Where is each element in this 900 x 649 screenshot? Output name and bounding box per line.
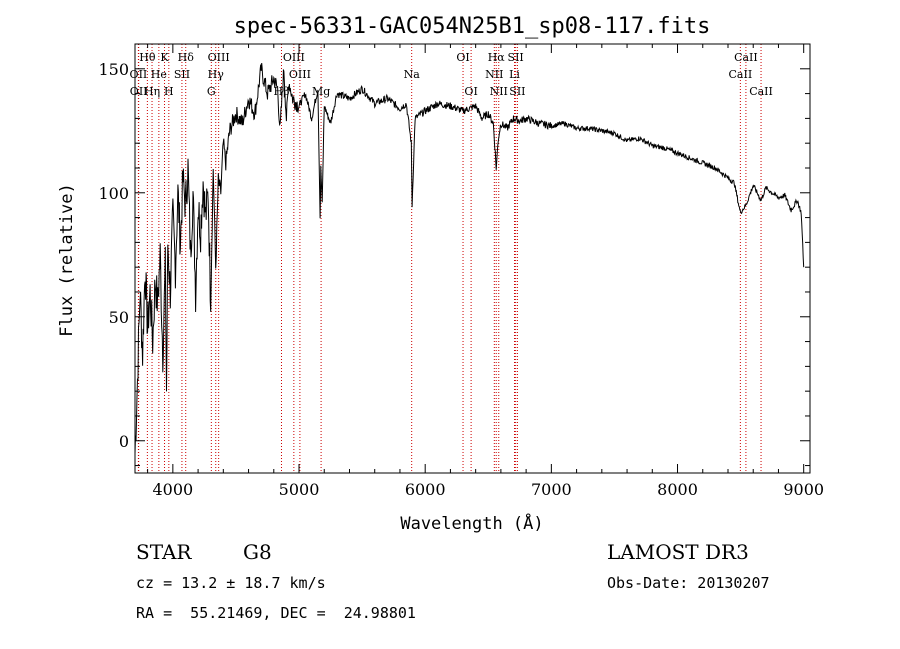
object-class: STAR xyxy=(136,540,192,564)
y-tick-label-0: 0 xyxy=(119,432,129,451)
line-label-27: CaII xyxy=(749,85,773,98)
chart-title: spec-56331-GAC054N25B1_sp08-117.fits xyxy=(234,14,711,39)
line-label-13: Hγ xyxy=(208,68,225,81)
line-label-26: SII xyxy=(509,85,525,98)
y-tick-label-1: 50 xyxy=(109,308,129,327)
line-label-25: NII xyxy=(490,85,508,98)
line-label-0: Hθ xyxy=(139,51,156,64)
line-label-5: Na xyxy=(404,68,421,81)
x-tick-label-3: 7000 xyxy=(531,480,572,499)
line-label-6: OI xyxy=(456,51,469,64)
y-axis-label: Flux (relative) xyxy=(57,183,77,337)
line-label-12: SII xyxy=(174,68,190,81)
line-label-11: He xyxy=(151,68,167,81)
line-label-8: SII xyxy=(508,51,524,64)
spectral-line-markers xyxy=(137,44,762,473)
x-axis-label: Wavelength (Å) xyxy=(400,512,543,534)
line-label-19: Hη xyxy=(144,85,160,98)
flux-series-line xyxy=(134,62,805,454)
x-tick-label-4: 8000 xyxy=(657,480,698,499)
plot-frame xyxy=(134,43,811,474)
line-label-20: H xyxy=(164,85,174,98)
obs-date: Obs-Date: 20130207 xyxy=(607,574,770,592)
line-label-2: Hδ xyxy=(178,51,195,64)
y-tick-label-2: 100 xyxy=(98,184,129,203)
y-tick-label-3: 150 xyxy=(98,60,129,79)
survey-name: LAMOST DR3 xyxy=(607,540,749,564)
x-tick-label-1: 5000 xyxy=(279,480,320,499)
x-tick-label-0: 4000 xyxy=(152,480,193,499)
redshift-text: cz = 13.2 ± 18.7 km/s xyxy=(136,574,326,592)
line-label-1: K xyxy=(160,51,169,64)
line-label-18: OII xyxy=(130,85,148,98)
line-label-21: G xyxy=(207,85,216,98)
coordinates: RA = 55.21469, DEC = 24.98801 xyxy=(136,604,416,622)
line-label-24: OI xyxy=(464,85,477,98)
line-label-10: OII xyxy=(130,68,148,81)
line-label-23: Mg xyxy=(312,85,330,98)
x-tick-label-5: 9000 xyxy=(783,480,824,499)
x-tick-label-2: 6000 xyxy=(405,480,446,499)
line-label-3: OIII xyxy=(208,51,230,64)
object-subclass: G8 xyxy=(243,540,272,564)
line-label-9: CaII xyxy=(734,51,758,64)
line-label-16: Li xyxy=(509,68,520,81)
line-label-15: NII xyxy=(485,68,503,81)
line-label-7: Hα xyxy=(488,51,506,64)
line-label-4: OIII xyxy=(283,51,305,64)
axis-ticks: 4000 5000 6000 7000 8000 9000 0 50 100 150 xyxy=(98,43,824,499)
line-label-14: OIII xyxy=(289,68,311,81)
line-label-17: CaII xyxy=(729,68,753,81)
